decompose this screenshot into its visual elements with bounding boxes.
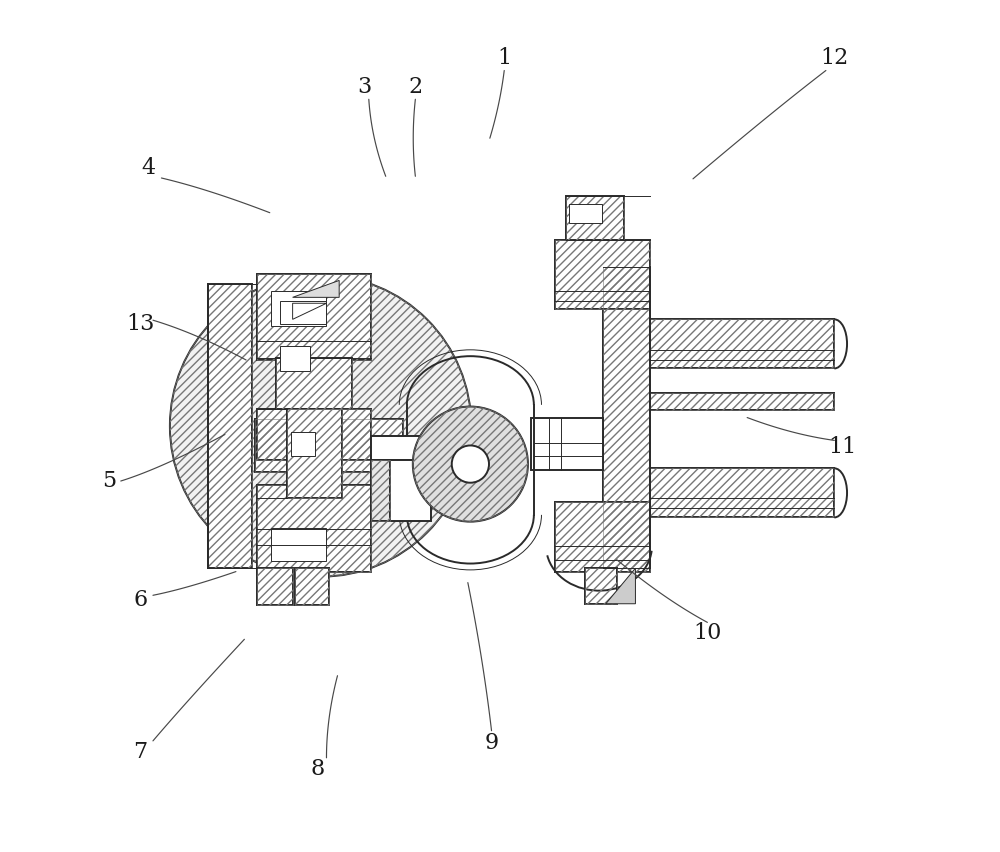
- Bar: [295, 568, 329, 606]
- Bar: [255, 419, 403, 472]
- Text: 8: 8: [311, 757, 325, 780]
- Bar: [255, 419, 403, 472]
- Bar: [650, 393, 834, 410]
- Text: 6: 6: [133, 589, 147, 611]
- Bar: [257, 486, 371, 572]
- Bar: [650, 320, 834, 368]
- Text: 3: 3: [357, 77, 372, 99]
- Bar: [208, 284, 252, 568]
- Bar: [566, 196, 624, 239]
- Circle shape: [413, 406, 528, 521]
- Bar: [280, 301, 326, 325]
- Bar: [371, 460, 390, 521]
- Polygon shape: [606, 568, 635, 604]
- Bar: [569, 204, 602, 223]
- Text: 13: 13: [126, 314, 154, 336]
- Bar: [291, 432, 315, 456]
- Bar: [257, 486, 371, 572]
- Bar: [276, 359, 352, 409]
- Text: 10: 10: [693, 622, 722, 644]
- Bar: [650, 469, 834, 517]
- Bar: [650, 393, 834, 410]
- Bar: [257, 409, 371, 460]
- Bar: [208, 284, 252, 568]
- Bar: [650, 469, 834, 517]
- Bar: [280, 346, 310, 371]
- Bar: [287, 409, 342, 498]
- Bar: [371, 460, 390, 521]
- Bar: [555, 502, 650, 572]
- Bar: [257, 568, 293, 606]
- Bar: [585, 568, 617, 604]
- Bar: [555, 239, 650, 309]
- Polygon shape: [293, 303, 326, 320]
- Text: 7: 7: [133, 741, 147, 763]
- Text: 12: 12: [820, 47, 848, 69]
- Bar: [585, 568, 617, 604]
- Bar: [271, 527, 326, 561]
- Bar: [371, 436, 437, 460]
- Bar: [276, 359, 352, 409]
- Bar: [603, 267, 650, 568]
- Text: 2: 2: [408, 77, 422, 99]
- Bar: [531, 417, 603, 470]
- Text: 5: 5: [102, 470, 116, 492]
- Bar: [650, 320, 834, 368]
- Text: 1: 1: [497, 47, 511, 69]
- Circle shape: [170, 275, 471, 577]
- Bar: [257, 568, 293, 606]
- Bar: [257, 273, 371, 360]
- Polygon shape: [293, 280, 339, 297]
- Bar: [555, 502, 650, 572]
- Bar: [295, 568, 329, 606]
- Text: 11: 11: [829, 436, 857, 458]
- Bar: [271, 291, 326, 326]
- Bar: [603, 267, 650, 568]
- Bar: [287, 409, 342, 498]
- Text: 4: 4: [142, 157, 156, 179]
- Bar: [257, 409, 371, 460]
- Bar: [555, 239, 650, 309]
- Circle shape: [452, 446, 489, 483]
- Bar: [381, 460, 431, 521]
- Text: 9: 9: [484, 733, 499, 754]
- Bar: [257, 273, 371, 360]
- Bar: [566, 196, 624, 239]
